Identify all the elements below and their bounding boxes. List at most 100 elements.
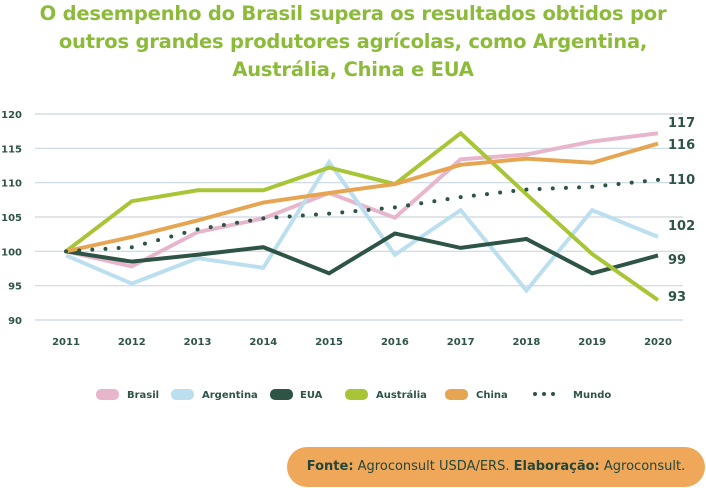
series-mundo-dot [550,186,555,191]
series-mundo-dot [235,220,240,225]
series-mundo-dot [458,195,463,200]
legend-swatch [171,389,194,400]
end-value-label: 110 [668,173,695,188]
series-brasil-line [65,131,659,269]
series-mundo-dot [366,207,371,212]
legend-item-brasil: Brasil [96,389,159,401]
legend-swatch [96,389,119,400]
series-mundo-dot [563,185,568,190]
series-mundo-dot [129,245,134,250]
series-mundo-dot [419,201,424,206]
y-tick-label: 105 [1,213,22,224]
y-tick-label: 90 [8,316,22,327]
x-tick-label: 2015 [315,337,343,348]
source-footer: Fonte: Agroconsult USDA/ERS. Elaboração:… [287,447,705,487]
legend-dot-icon [542,392,546,396]
series-mundo-dot [445,197,450,202]
title-line: outros grandes produtores agrícolas, com… [58,30,648,53]
end-value-label: 116 [668,138,695,153]
series-china-line [65,141,659,254]
series-mundo-dot [248,218,253,223]
series-mundo-dot [77,248,82,253]
y-tick-label: 120 [1,110,22,121]
legend-label: China [476,390,508,401]
series-mundo-dot [511,189,516,194]
legend-label: Mundo [573,390,611,401]
x-tick-label: 2017 [447,337,475,348]
series-mundo-dot [313,212,318,217]
series-mundo-dot [169,234,174,239]
source-label: Fonte: [306,459,354,474]
legend-swatch [270,389,293,400]
series-mundo-dot [182,230,187,235]
legend-swatch [345,389,368,400]
series-mundo-dot [642,179,647,184]
x-tick-label: 2013 [184,337,212,348]
series-mundo-dot [142,241,147,246]
legend-item-china: China [445,389,508,401]
x-tick-label: 2012 [118,337,146,348]
elaboration-text: Agroconsult. [599,459,686,474]
y-tick-label: 95 [8,282,22,293]
legend-item-eua: EUA [270,389,323,401]
series-mundo-dot [379,206,384,211]
legend-item-mundo: Mundo [533,390,611,401]
series-mundo-dot [484,192,489,197]
legend-item-argentina: Argentina [171,389,258,401]
series-mundo-dot [274,215,279,220]
series-mundo-dot [103,246,108,251]
end-value-label: 117 [668,116,695,131]
title-line: O desempenho do Brasil supera os resulta… [39,2,667,25]
series-austrlia-line [64,130,660,302]
x-tick-label: 2019 [578,337,606,348]
legend-label: Austrália [376,389,427,401]
series-eua-line [65,231,659,276]
legend-dot-icon [533,392,537,396]
x-tick-label: 2020 [644,337,672,348]
x-tick-label: 2011 [52,337,80,348]
elaboration-label: Elaboração: [513,459,600,474]
x-tick-label: 2016 [381,337,409,348]
series-mundo-dot [90,247,95,252]
series-mundo-dot [629,180,634,185]
series-mundo-dot [195,227,200,232]
x-tick-label: 2014 [249,337,277,348]
y-tick-label: 110 [1,179,22,190]
series-mundo-dot [392,205,397,210]
legend-item-austrlia: Austrália [345,389,427,401]
series-mundo-dot [432,199,437,204]
chart-title: O desempenho do Brasil supera os resulta… [0,0,706,84]
legend-dot-icon [551,392,555,396]
source-text: Agroconsult USDA/ERS. [353,459,514,474]
legend-label: Argentina [202,390,258,401]
end-value-label: 99 [668,253,686,268]
legend-label: EUA [300,390,323,401]
end-value-label: 102 [668,219,695,234]
series-mundo-dot [524,187,529,192]
series-mundo-dot [287,214,292,219]
series-mundo-dot [208,225,213,230]
series-mundo-dot [64,249,68,254]
legend-swatch [445,389,468,400]
legend-label: Brasil [127,390,159,401]
series-mundo-dot [261,216,266,221]
series-mundo-dot [340,210,345,215]
series-mundo-dot [406,203,411,208]
series-argentina-line [65,158,659,294]
series-mundo-dot [300,213,305,218]
series-mundo-dot [603,183,608,188]
y-tick-label: 115 [1,144,22,155]
y-tick-label: 100 [1,247,22,258]
series-mundo-dot [471,193,476,198]
series-mundo-dot [498,190,503,195]
series-mundo-dot [116,246,121,251]
series-mundo-dot [577,185,582,190]
end-value-label: 93 [668,290,686,305]
series-mundo-dot [590,184,595,189]
series-mundo-dot [156,238,161,243]
title-line: Austrália, China e EUA [232,58,474,81]
series-mundo-dot [221,222,226,227]
x-tick-label: 2018 [513,337,541,348]
series-mundo-dot [616,182,621,187]
